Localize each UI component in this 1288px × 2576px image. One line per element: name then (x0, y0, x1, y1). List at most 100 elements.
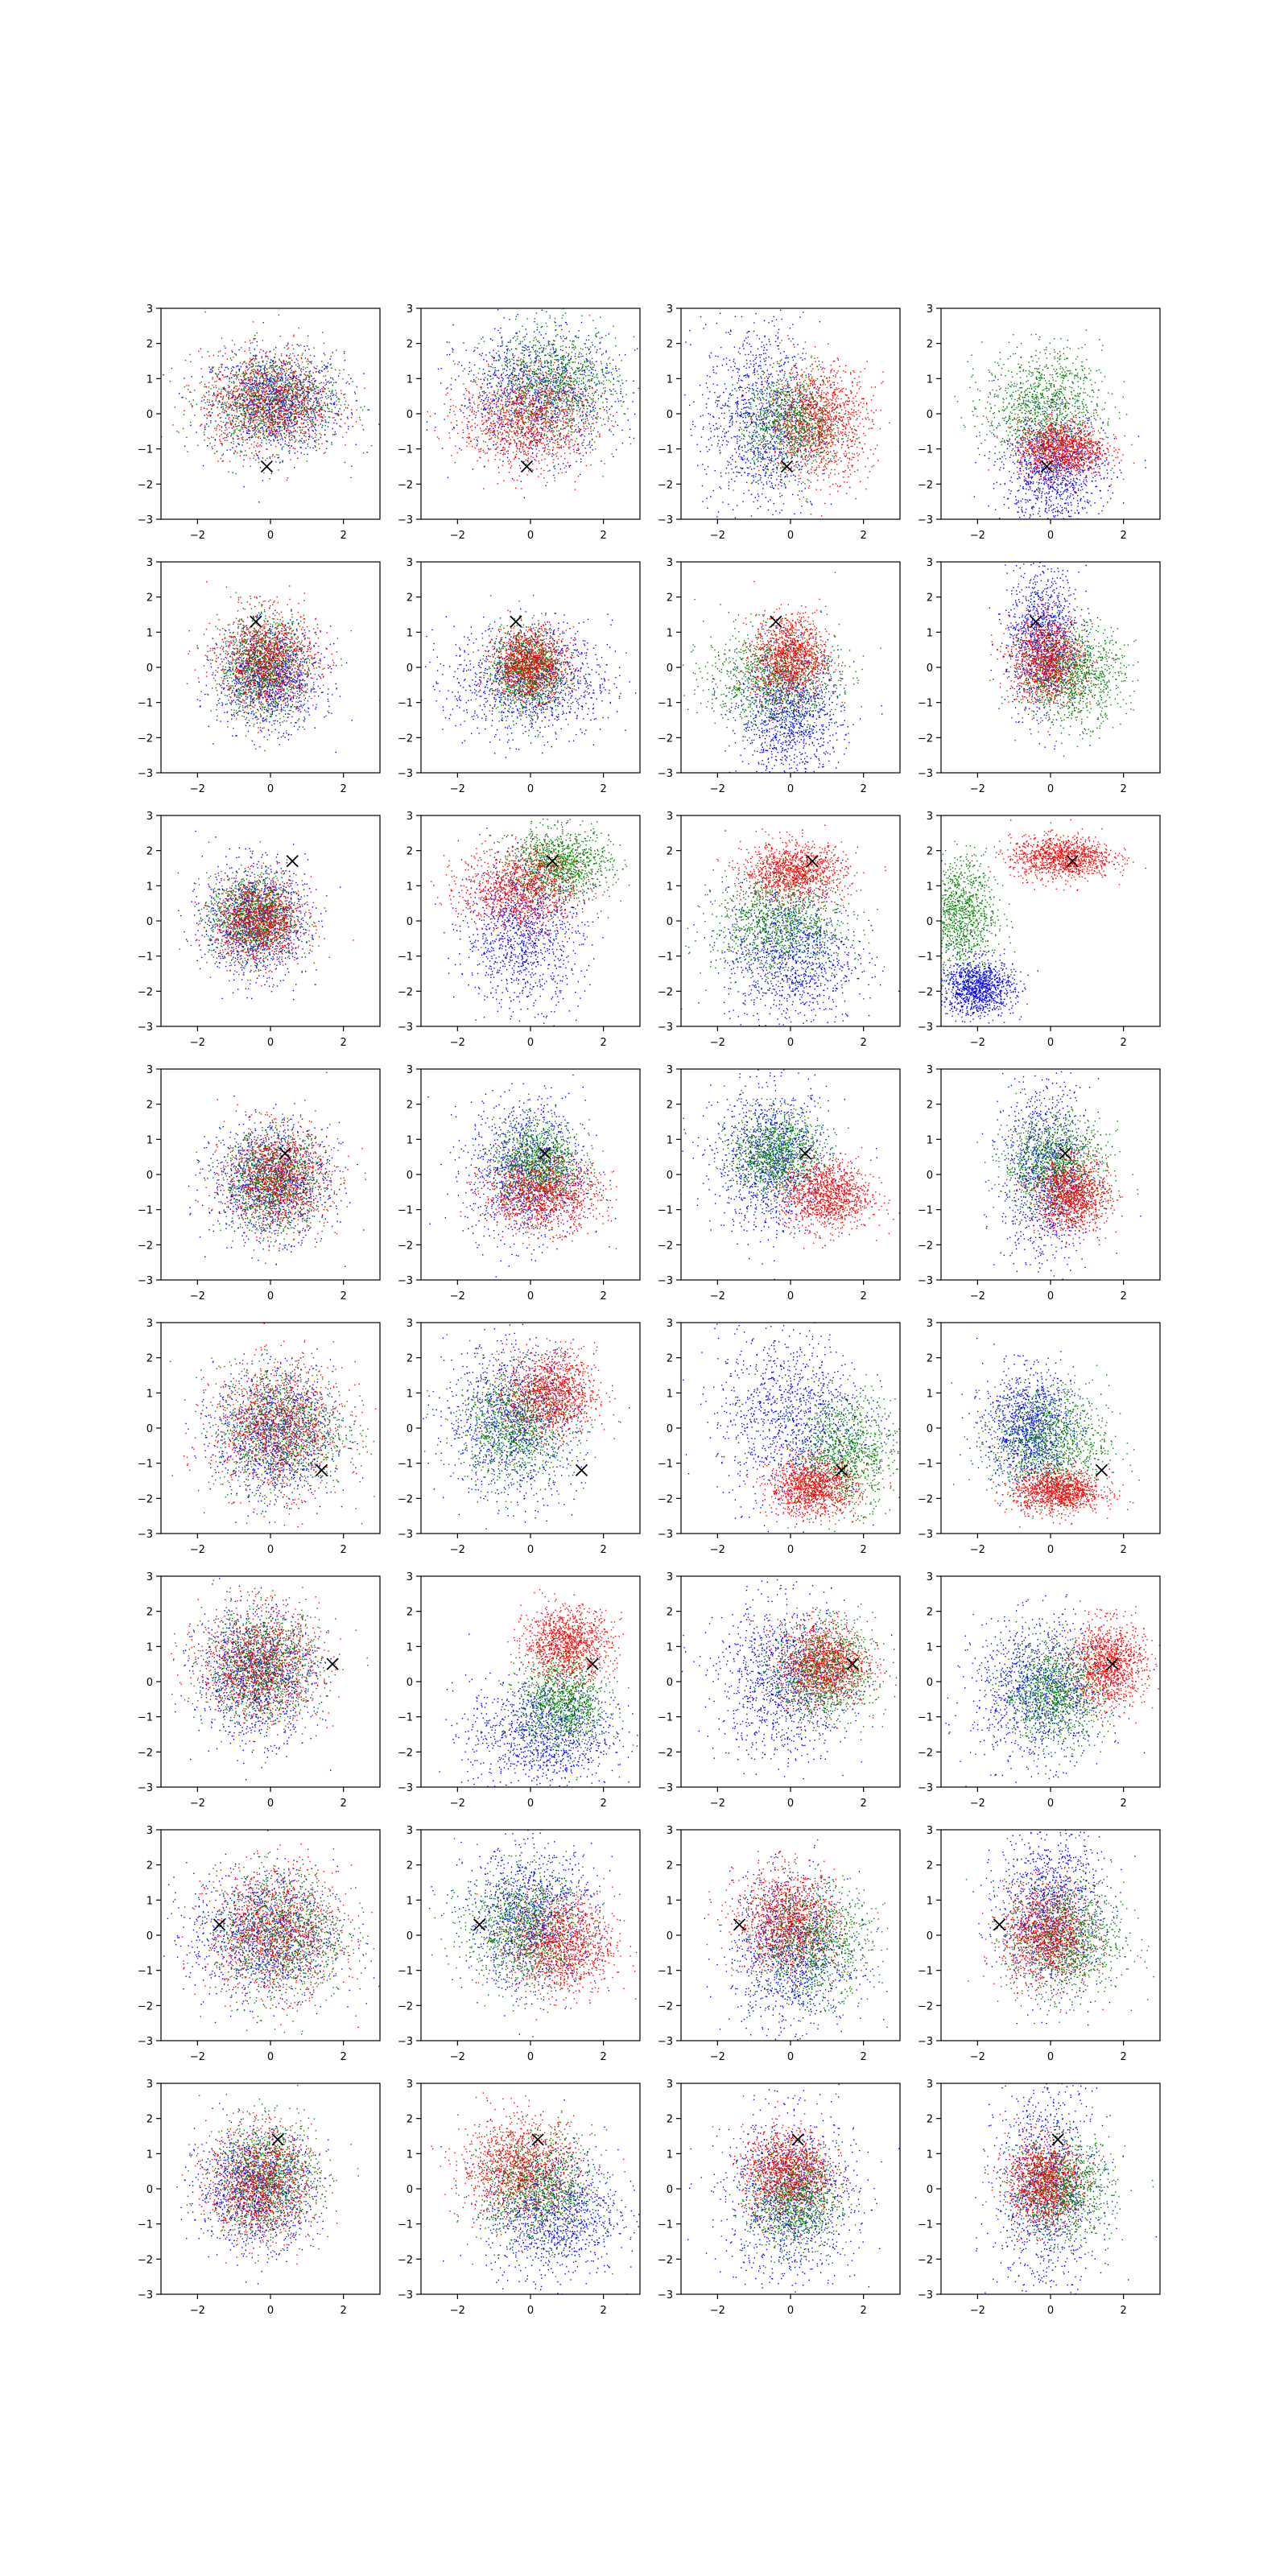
point-blue (287, 417, 288, 418)
point-blue (303, 440, 304, 441)
point-green (286, 431, 287, 432)
point-green (236, 398, 237, 399)
point-blue (273, 422, 274, 423)
point-blue (499, 424, 500, 425)
point-red (276, 411, 277, 412)
point-red (242, 363, 243, 364)
point-blue (524, 336, 525, 337)
point-red (318, 425, 319, 426)
point-blue (589, 353, 590, 354)
point-red (295, 412, 296, 413)
point-red (289, 432, 290, 433)
point-blue (566, 374, 567, 375)
point-red (278, 391, 279, 392)
point-blue (265, 365, 266, 366)
point-blue (501, 428, 502, 429)
point-red (249, 395, 250, 396)
point-blue (326, 384, 327, 385)
point-blue (534, 459, 535, 460)
point-blue (446, 388, 447, 389)
point-blue (262, 350, 263, 351)
point-blue (552, 453, 553, 454)
point-blue (528, 390, 529, 391)
point-blue (549, 355, 550, 356)
point-green (583, 442, 584, 443)
point-green (505, 406, 506, 407)
point-blue (580, 461, 581, 462)
point-red (264, 391, 265, 392)
point-blue (508, 395, 509, 396)
point-red (239, 385, 240, 386)
point-blue (582, 374, 583, 375)
point-red (250, 416, 251, 417)
point-red (269, 405, 270, 406)
point-red (290, 393, 291, 394)
point-blue (553, 475, 554, 476)
point-green (497, 391, 498, 392)
point-red (285, 417, 286, 418)
point-green (260, 412, 261, 413)
point-blue (538, 419, 539, 420)
point-blue (451, 389, 452, 390)
point-blue (508, 342, 509, 343)
point-red (259, 352, 260, 353)
point-blue (249, 391, 250, 392)
point-red (283, 360, 284, 361)
point-green (527, 366, 528, 367)
point-green (562, 356, 563, 357)
point-red (221, 455, 222, 456)
y-tick-label: 3 (147, 303, 153, 316)
point-blue (522, 381, 523, 382)
point-green (324, 416, 325, 417)
point-green (277, 383, 278, 384)
point-blue (325, 405, 326, 406)
point-red (230, 404, 231, 405)
point-red (277, 457, 278, 458)
point-red (298, 417, 299, 418)
point-red (249, 388, 250, 389)
point-red (292, 390, 293, 391)
point-red (206, 414, 207, 415)
point-blue (530, 436, 531, 437)
point-green (206, 423, 207, 424)
point-green (268, 358, 269, 359)
point-red (265, 378, 266, 379)
point-green (569, 406, 570, 407)
point-green (221, 389, 222, 390)
point-blue (282, 448, 283, 449)
point-green (576, 337, 577, 338)
point-green (619, 375, 620, 376)
point-green (233, 430, 234, 431)
point-green (559, 388, 560, 389)
point-red (261, 397, 262, 398)
point-red (250, 422, 251, 423)
point-green (562, 402, 563, 403)
point-red (345, 401, 346, 402)
point-green (270, 375, 271, 376)
point-red (236, 403, 237, 404)
point-green (534, 378, 535, 379)
point-green (332, 379, 333, 380)
point-red (338, 414, 339, 415)
point-green (249, 407, 250, 408)
point-blue (507, 366, 508, 367)
point-red (251, 396, 252, 397)
point-blue (596, 352, 597, 353)
point-blue (504, 426, 505, 427)
point-green (250, 372, 251, 373)
point-blue (281, 430, 282, 431)
point-red (257, 415, 258, 416)
point-blue (325, 421, 326, 422)
point-green (324, 385, 325, 386)
point-green (506, 386, 507, 387)
point-red (264, 399, 265, 400)
point-red (244, 351, 245, 352)
point-red (289, 412, 290, 413)
point-green (297, 407, 298, 408)
point-red (236, 406, 237, 407)
point-green (254, 335, 255, 336)
point-green (585, 387, 586, 388)
point-blue (485, 392, 486, 393)
point-red (204, 396, 205, 397)
point-green (265, 413, 266, 414)
